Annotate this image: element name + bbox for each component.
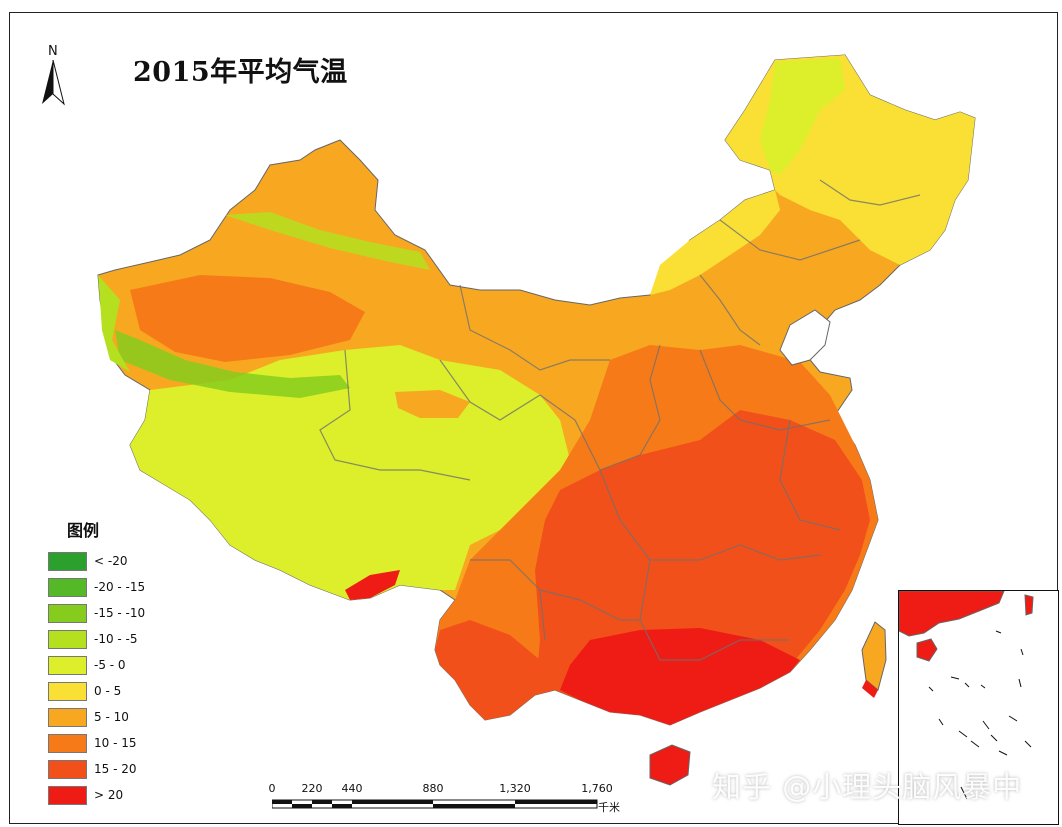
legend: 图例 < -20 -20 - -15 -15 - -10 -10 - -5 -5 - 0…	[48, 517, 145, 808]
legend-swatch	[48, 577, 87, 597]
legend-swatch	[48, 603, 87, 623]
greater-khingan	[760, 58, 845, 175]
legend-item: < -20	[48, 548, 145, 574]
inset-taiwan	[1024, 594, 1034, 616]
legend-swatch	[48, 629, 87, 649]
bohai-sea	[779, 309, 831, 366]
legend-item: > 20	[48, 782, 145, 808]
legend-swatch	[48, 785, 87, 805]
scale-bar: 0 220 440 880 1,320 1,760 千米	[268, 782, 622, 814]
legend-swatch	[48, 759, 87, 779]
legend-item: -10 - -5	[48, 626, 145, 652]
hainan	[649, 744, 691, 786]
qaidam-basin	[395, 390, 470, 418]
legend-item: -20 - -15	[48, 574, 145, 600]
taiwan-coast	[862, 680, 878, 698]
tibet-south-warm	[345, 570, 400, 600]
map-title: 2015年平均气温	[133, 57, 348, 88]
legend-label: > 20	[94, 788, 124, 802]
scale-unit: 千米	[598, 801, 620, 814]
legend-item: 15 - 20	[48, 756, 145, 782]
scale-tick-label: 880	[422, 782, 444, 795]
southernmost-hottest	[560, 628, 800, 725]
legend-label: 15 - 20	[94, 762, 137, 776]
legend-label: -5 - 0	[94, 658, 126, 672]
legend-label: 10 - 15	[94, 736, 137, 750]
legend-title: 图例	[67, 521, 100, 540]
legend-item: -15 - -10	[48, 600, 145, 626]
pamir-cold	[98, 275, 130, 372]
legend-item: -5 - 0	[48, 652, 145, 678]
scale-tick-label: 440	[341, 782, 363, 795]
legend-item: 5 - 10	[48, 704, 145, 730]
tianshan-cold-band	[225, 212, 430, 270]
legend-label: -10 - -5	[94, 632, 138, 646]
legend-item: 0 - 5	[48, 678, 145, 704]
south-sea-islands	[928, 630, 1032, 800]
scale-tick-label: 0	[268, 782, 276, 795]
scale-tick-label: 1,760	[581, 782, 613, 795]
legend-swatch	[48, 655, 87, 675]
legend-swatch	[48, 681, 87, 701]
tarim-basin	[130, 275, 365, 362]
north-arrow: N	[40, 44, 70, 110]
legend-item: 10 - 15	[48, 730, 145, 756]
taiwan	[861, 621, 887, 691]
watermark: 知乎 @小理头脑风暴中	[712, 770, 1023, 804]
legend-swatch	[48, 707, 87, 727]
scale-tick-label: 220	[301, 782, 323, 795]
legend-label: 0 - 5	[94, 684, 122, 698]
north-label: N	[48, 44, 58, 59]
legend-swatch	[48, 733, 87, 753]
legend-label: -15 - -10	[94, 606, 146, 620]
scale-bar-graphic	[272, 799, 598, 809]
south-china-sea-inset	[898, 590, 1059, 825]
north-arrow-icon	[42, 60, 65, 106]
province-borders	[319, 179, 921, 661]
legend-label: 5 - 10	[94, 710, 129, 724]
kunlun-cold-band	[115, 330, 350, 398]
legend-label: < -20	[94, 554, 128, 568]
legend-label: -20 - -15	[94, 580, 146, 594]
inset-mainland-coast	[899, 591, 1005, 637]
inset-hainan	[916, 638, 938, 662]
inner-mongolia-strip	[650, 190, 780, 295]
inset-map	[899, 591, 1034, 800]
map-frame	[9, 12, 1058, 824]
yunnan-southwest	[435, 620, 540, 720]
legend-swatch	[48, 551, 87, 571]
scale-tick-label: 1,320	[499, 782, 531, 795]
